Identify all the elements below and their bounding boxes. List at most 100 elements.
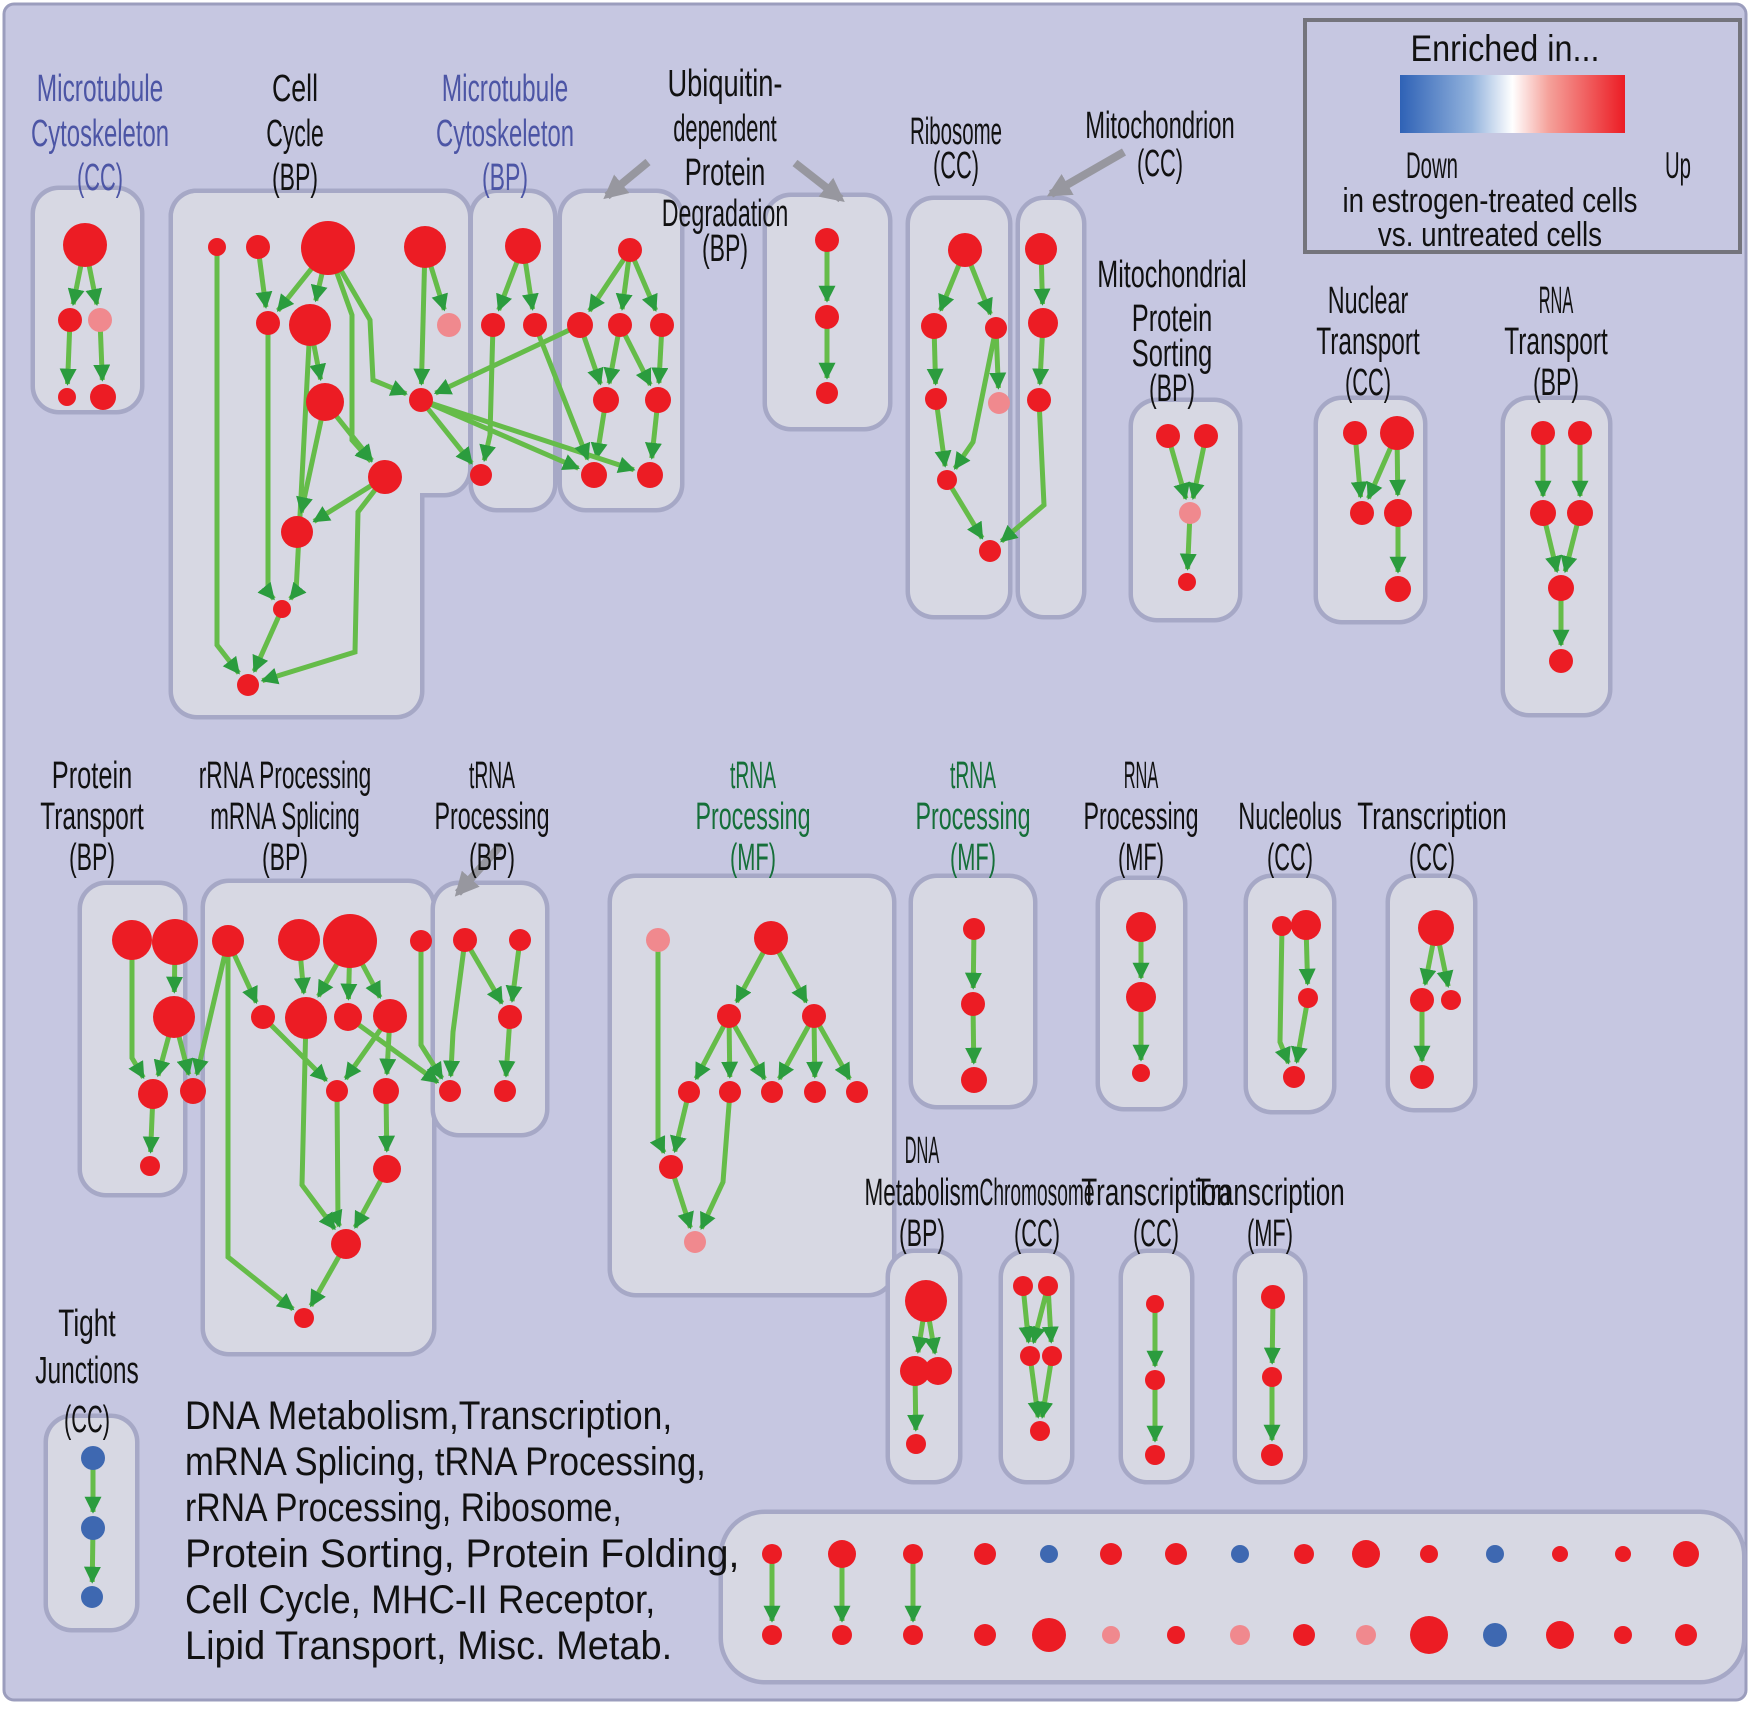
micro_bp-edge-2 — [479, 324, 496, 463]
mixed-node-b08 — [1230, 1625, 1250, 1645]
cell_cycle-node-n6 — [289, 304, 331, 346]
trna_bp-label-line-1: Processing — [435, 796, 550, 838]
mixed-node-t12 — [1486, 1545, 1504, 1563]
transcription_cc_bot-node-t — [1146, 1295, 1164, 1313]
mixed-node-t11 — [1420, 1545, 1438, 1563]
note-line-4: Cell Cycle, MHC-II Receptor, — [185, 1578, 655, 1622]
mixed-node-b13 — [1546, 1621, 1574, 1649]
ribosome-label-line-0: Ribosome — [910, 111, 1002, 153]
mixed-node-t03 — [903, 1544, 923, 1564]
mixed-node-t14 — [1615, 1546, 1631, 1562]
nuc_transport-label-line-2: (CC) — [1345, 362, 1391, 404]
dna_metab-node-bl — [900, 1356, 930, 1386]
trna_bp-node-tr — [509, 929, 531, 951]
protein_transport-node-lo1 — [138, 1079, 168, 1109]
trna_mf_big-node-m2 — [802, 1004, 826, 1028]
transcription_cc_mid-node-mr — [1441, 990, 1461, 1010]
nuc_transport-node-tl — [1343, 421, 1367, 445]
trna_mf_big-label-line-2: (MF) — [730, 837, 776, 879]
cross-edge-1 — [420, 397, 580, 471]
trna_mf_small-node-c — [961, 1067, 987, 1093]
mixed-node-b07 — [1167, 1626, 1185, 1644]
mixed-node-b14 — [1614, 1626, 1632, 1644]
trna_mf_small-node-a — [963, 918, 985, 940]
trna_mf_small-label-line-1: Processing — [916, 796, 1031, 838]
rrna-label-line-0: rRNA Processing — [199, 755, 372, 797]
trna_bp-node-tl — [453, 928, 477, 952]
ubiq-node-bl — [581, 462, 607, 488]
mixed-node-b03 — [903, 1625, 923, 1645]
rna_proc_mf-label-line-2: (MF) — [1118, 837, 1164, 879]
chromosome-node-tr — [1038, 1276, 1058, 1296]
micro_bp-node-ml — [481, 313, 505, 337]
ribosome-node-t — [948, 233, 982, 267]
dna_metab-label-line-0: DNA — [905, 1130, 940, 1172]
mixed-box-fill — [723, 1514, 1742, 1680]
rna_transport-node-ml — [1530, 500, 1556, 526]
legend-title: Enriched in... — [1411, 28, 1600, 69]
micro_cc-label-line-0: Microtubule — [37, 68, 164, 110]
micro_bp-node-mr — [523, 313, 547, 337]
rrna-node-r2a — [251, 1005, 275, 1029]
legend-box — [1303, 18, 1742, 254]
trna_bp-node-br — [494, 1080, 516, 1102]
mito-node-a — [1025, 233, 1057, 265]
mixed-node-t13 — [1552, 1546, 1568, 1562]
cell_cycle-edge-6 — [413, 246, 431, 386]
trna_bp-edge-1 — [462, 938, 505, 1005]
trna_mf_big-node-t — [754, 921, 788, 955]
nucleolus-label-line-1: (CC) — [1267, 837, 1313, 879]
mito_sort-label-line-3: (BP) — [1149, 368, 1195, 410]
ribosome-node-r3 — [925, 388, 947, 410]
mito_sort-node-b — [1178, 573, 1196, 591]
ribosome-node-r4 — [937, 470, 957, 490]
nucleolus-node-tr — [1291, 910, 1321, 940]
rrna-label-line-2: (BP) — [262, 837, 308, 879]
trna_bp-node-bl — [439, 1080, 461, 1102]
pointer-arrow-3 — [454, 843, 503, 897]
cell_cycle-node-n10 — [368, 460, 402, 494]
mito_sort-label-line-0: Mitochondrial — [1097, 254, 1247, 296]
trna_mf_big-node-pk1 — [646, 928, 670, 952]
micro_cc-node-a — [63, 223, 107, 267]
legend-up-label: Up — [1665, 145, 1691, 186]
ubiq2-node-c — [816, 382, 838, 404]
mixed-node-t01 — [762, 1544, 782, 1564]
rrna-node-r2d — [373, 999, 407, 1033]
trna_mf_small-node-b — [961, 992, 985, 1016]
chromosome-label-line-0: Chromosome — [980, 1172, 1095, 1214]
ubiq-node-r2r — [650, 313, 674, 337]
dna_metab-node-br — [924, 1357, 952, 1385]
mito_sort-label-line-2: Sorting — [1132, 333, 1213, 375]
mixed-node-t04 — [974, 1543, 996, 1565]
nuc_transport-label-line-0: Nuclear — [1328, 280, 1409, 322]
trna_mf_small-box-fill — [913, 878, 1033, 1105]
cell_cycle-node-n12 — [273, 600, 291, 618]
tight_junctions-label-line-0: Tight — [58, 1303, 116, 1345]
ubiq-node-r3l — [593, 387, 619, 413]
mito-label-line-1: (CC) — [1137, 143, 1183, 185]
legend-subtitle-1: in estrogen-treated cells — [1343, 182, 1638, 220]
rna_proc_mf-node-b — [1126, 982, 1156, 1012]
transcription_cc_mid-label-line-1: (CC) — [1409, 837, 1455, 879]
ribosome-node-mr — [985, 317, 1007, 339]
cross-edge-3 — [419, 398, 474, 465]
ubiq2-node-a — [815, 228, 839, 252]
micro_cc-box-fill — [35, 190, 140, 410]
rrna-node-r5 — [331, 1229, 361, 1259]
nuc_transport-label-line-1: Transport — [1316, 321, 1420, 363]
transcription_mf-label-line-0: Transcription — [1195, 1172, 1345, 1214]
trna_mf_big-node-s5 — [846, 1081, 868, 1103]
trna_mf_big-node-m1 — [717, 1004, 741, 1028]
mixed-node-t02 — [828, 1540, 856, 1568]
ubiq-node-t — [618, 238, 642, 262]
ubiq-node-r2l — [567, 312, 593, 338]
cell_cycle-node-n9 — [409, 388, 433, 412]
mixed-node-t07 — [1165, 1543, 1187, 1565]
protein_transport-node-bt — [140, 1156, 160, 1176]
mixed-node-b15 — [1675, 1624, 1697, 1646]
tight_junctions-label-line-2: (CC) — [64, 1399, 110, 1441]
nuc_transport-node-b — [1385, 576, 1411, 602]
trna_mf_big-node-s1 — [678, 1081, 700, 1103]
